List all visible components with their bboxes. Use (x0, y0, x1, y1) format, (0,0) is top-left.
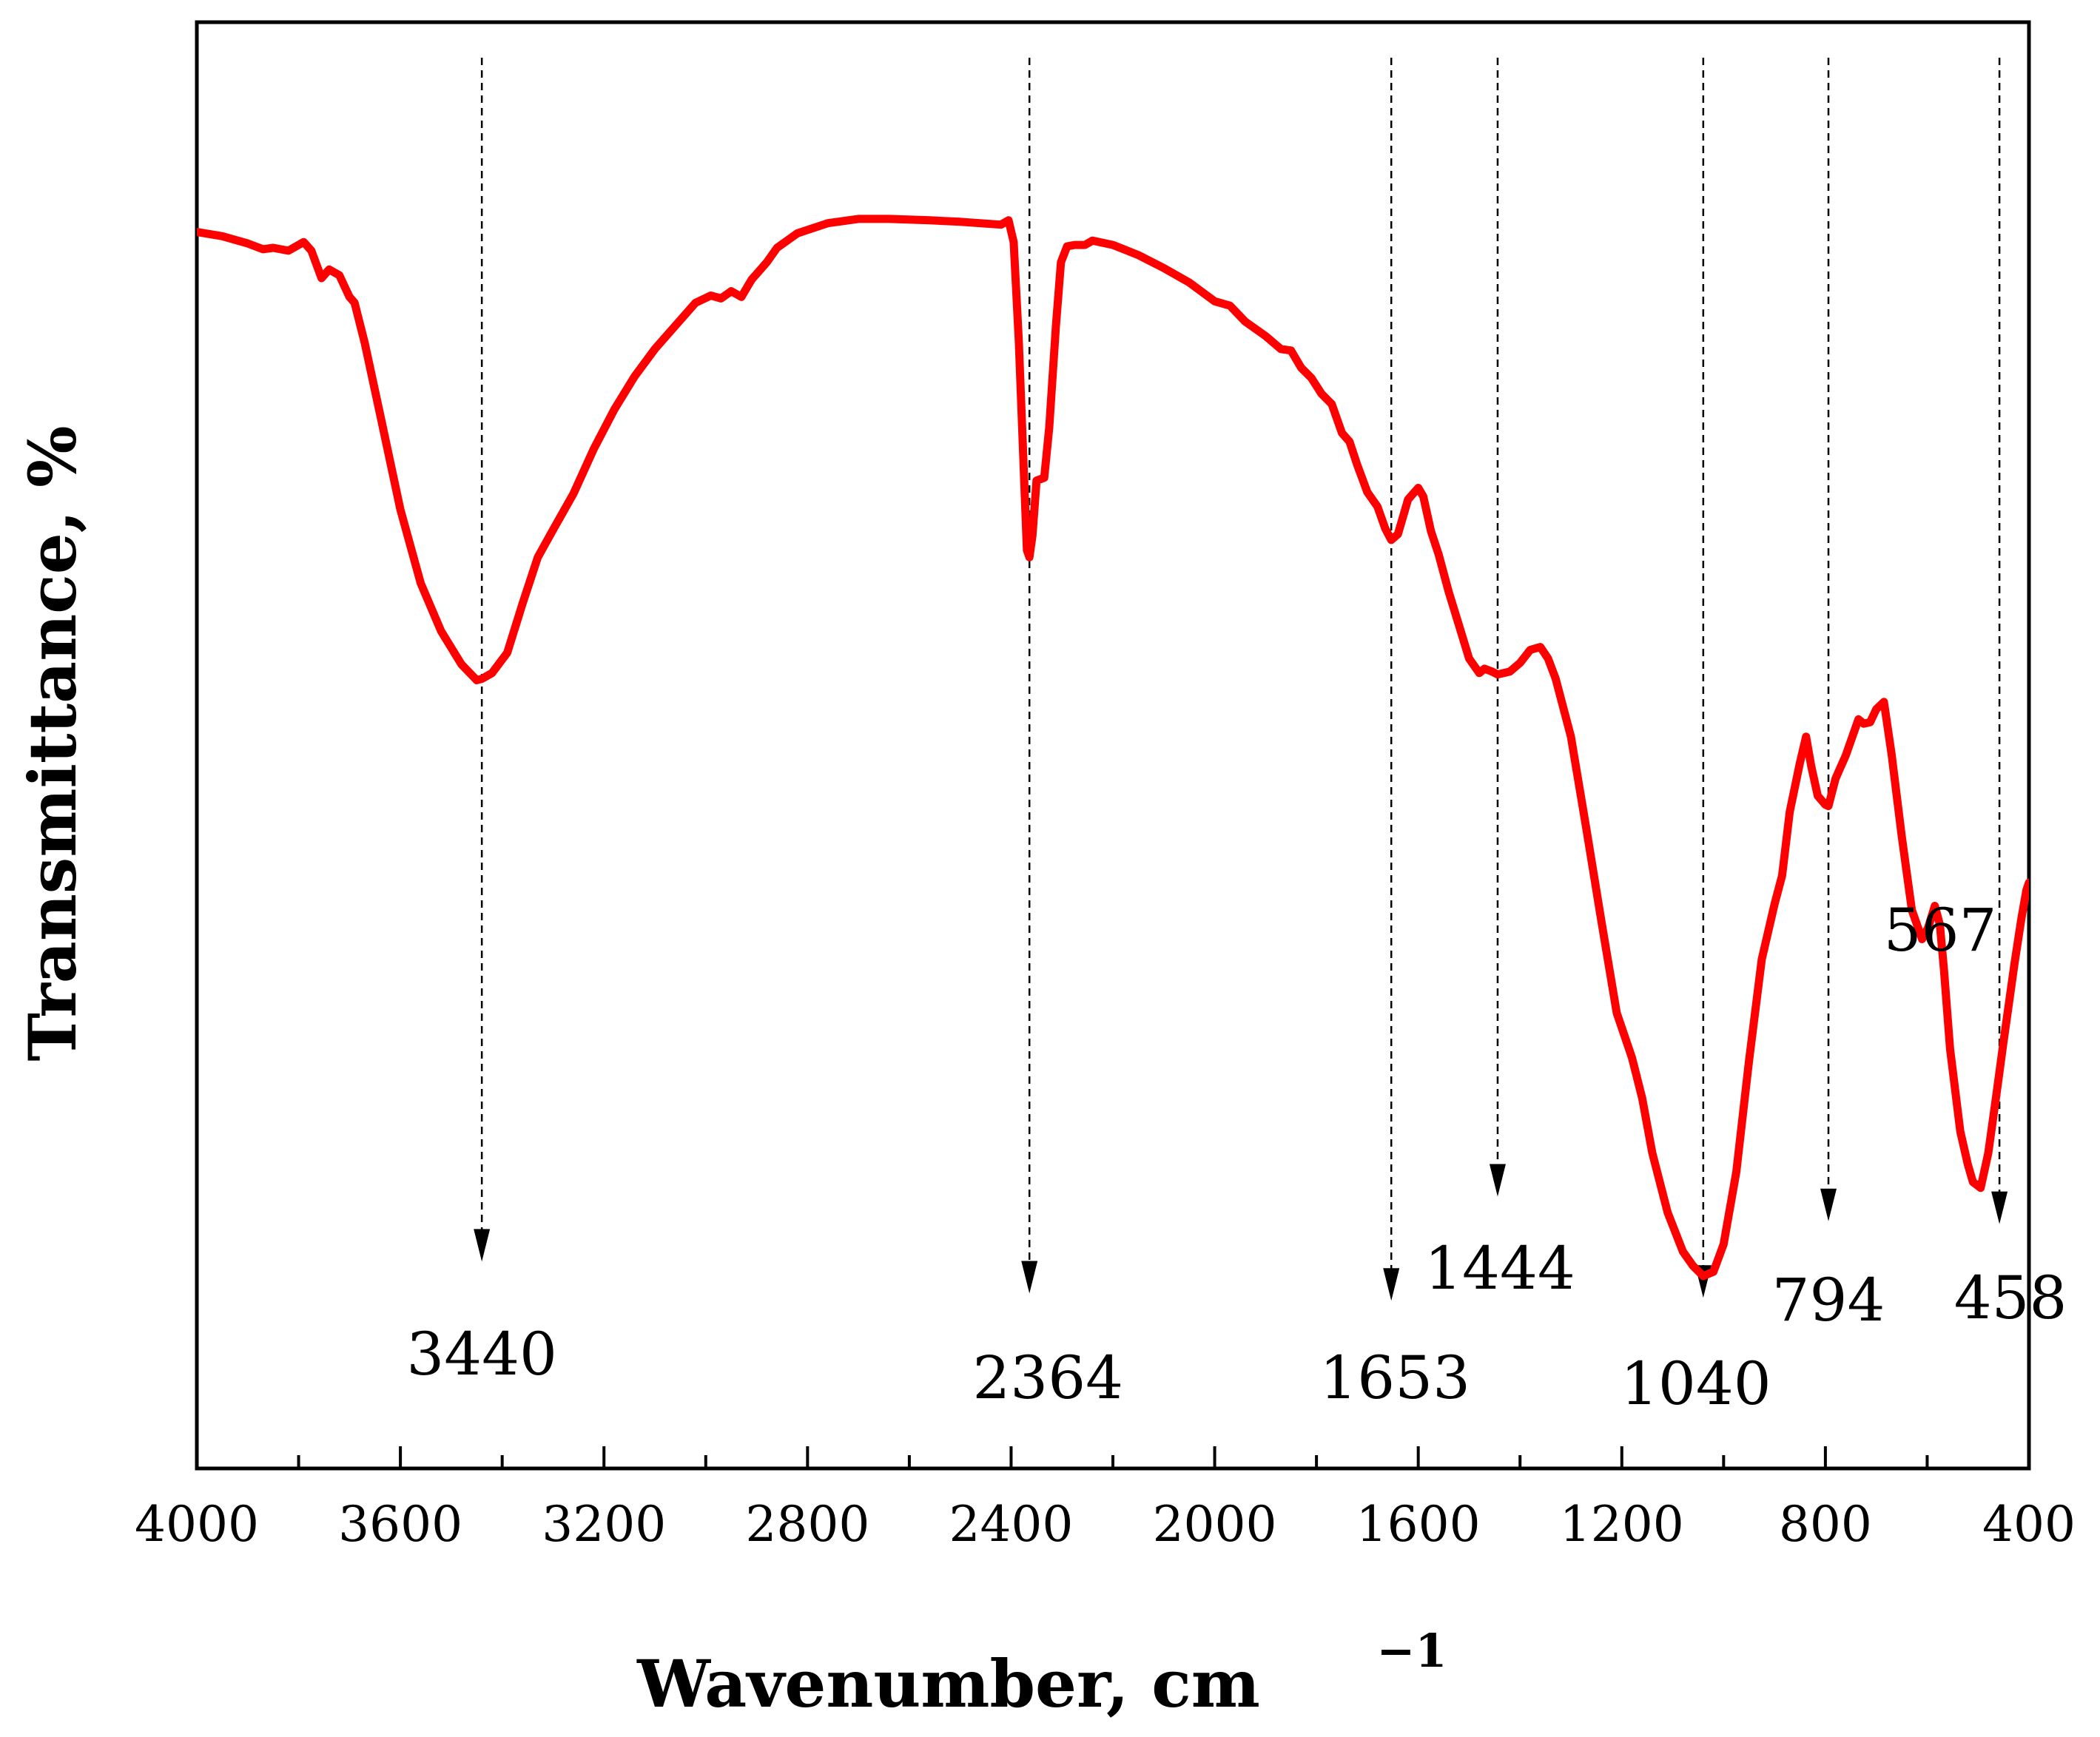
peak-label-1653: 1653 (1319, 1343, 1470, 1412)
x-tick-label: 4000 (135, 1496, 259, 1553)
peak-arrow-head (1021, 1261, 1038, 1294)
x-tick-label: 3600 (338, 1496, 462, 1553)
x-tick-label: 2000 (1153, 1496, 1277, 1553)
peak-arrow-head (1383, 1268, 1400, 1301)
x-tick-label: 3200 (542, 1496, 666, 1553)
peak-label-2364: 2364 (972, 1343, 1123, 1412)
peak-arrow-head (1489, 1164, 1506, 1197)
x-axis-title-superscript: −1 (1376, 1624, 1447, 1678)
peak-arrow-head (474, 1229, 491, 1262)
x-tick-label: 2400 (949, 1496, 1073, 1553)
x-axis-ticks (195, 1446, 2030, 1468)
peak-label-3440: 3440 (406, 1320, 557, 1389)
peak-label-794: 794 (1772, 1266, 1885, 1335)
peak-arrow-head (1991, 1191, 2008, 1224)
peak-label-567: 567 (1884, 896, 1997, 965)
peak-label-458: 458 (1954, 1264, 2067, 1332)
x-tick-label: 1200 (1560, 1496, 1684, 1553)
x-tick-label: 2800 (745, 1496, 869, 1553)
x-axis-tick-labels: 4000 3600 3200 2800 2400 2000 1600 1200 800 400 (135, 1496, 2076, 1553)
peak-label-1040: 1040 (1621, 1349, 1771, 1418)
plot-frame (195, 20, 2031, 1471)
x-tick-label: 800 (1779, 1496, 1872, 1553)
peak-guide-lines (474, 58, 2008, 1301)
spectrum-curve-group (197, 215, 2029, 1281)
spectrum-line (197, 215, 2029, 1281)
x-tick-label: 400 (1982, 1496, 2076, 1553)
x-tick-label: 1600 (1356, 1496, 1481, 1553)
y-axis-title: Transmittance, % (14, 425, 91, 1061)
x-axis-title: Wavenumber, cm (636, 1645, 1260, 1722)
peak-arrow-head (1820, 1188, 1837, 1221)
peak-label-1444: 1444 (1424, 1234, 1575, 1303)
